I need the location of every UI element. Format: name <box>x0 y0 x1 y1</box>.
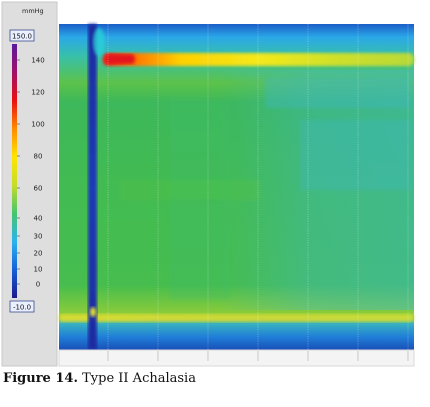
colorbar-tick-label: 140 <box>31 56 44 64</box>
swallow-artifact-bottom <box>90 307 96 317</box>
proximal-pressure-band <box>103 53 414 66</box>
colorbar-max-label: 150.0 <box>12 33 32 41</box>
time-axis-ticks <box>107 351 409 361</box>
colorbar-tick-label: 0 <box>36 280 40 288</box>
proximal-band-peak <box>105 54 135 64</box>
caption-text: Type II Achalasia <box>77 371 196 386</box>
caption-label: Figure 14. <box>3 371 78 386</box>
distal-pressure-band <box>59 314 414 322</box>
colorbar-tick-label: 60 <box>34 184 43 192</box>
colorbar-tick-label: 100 <box>31 120 44 128</box>
time-gridlines <box>107 24 409 350</box>
colorbar-tick-label: 10 <box>34 265 43 273</box>
colorbar-scale <box>12 44 17 298</box>
colorbar-max-box <box>9 29 35 42</box>
pressure-topography-plot <box>59 24 414 350</box>
time-axis-strip <box>58 349 415 367</box>
swallow-artifact-top <box>93 28 105 56</box>
colorbar-tick-label: 30 <box>34 232 43 240</box>
colorbar-unit: mmHg <box>22 7 44 15</box>
swallow-artifact-column <box>88 24 97 350</box>
colorbar-tick-label: 40 <box>34 214 43 222</box>
colorbar-min-box <box>9 300 35 313</box>
figure-caption: Figure 14. Type II Achalasia <box>3 371 196 386</box>
colorbar-tick-label: 120 <box>31 88 44 96</box>
colorbar-tick-label: 80 <box>34 152 43 160</box>
colorbar-tick-label: 20 <box>34 249 43 257</box>
colorbar-min-label: -10.0 <box>13 304 31 312</box>
plot-mottling <box>120 78 410 300</box>
